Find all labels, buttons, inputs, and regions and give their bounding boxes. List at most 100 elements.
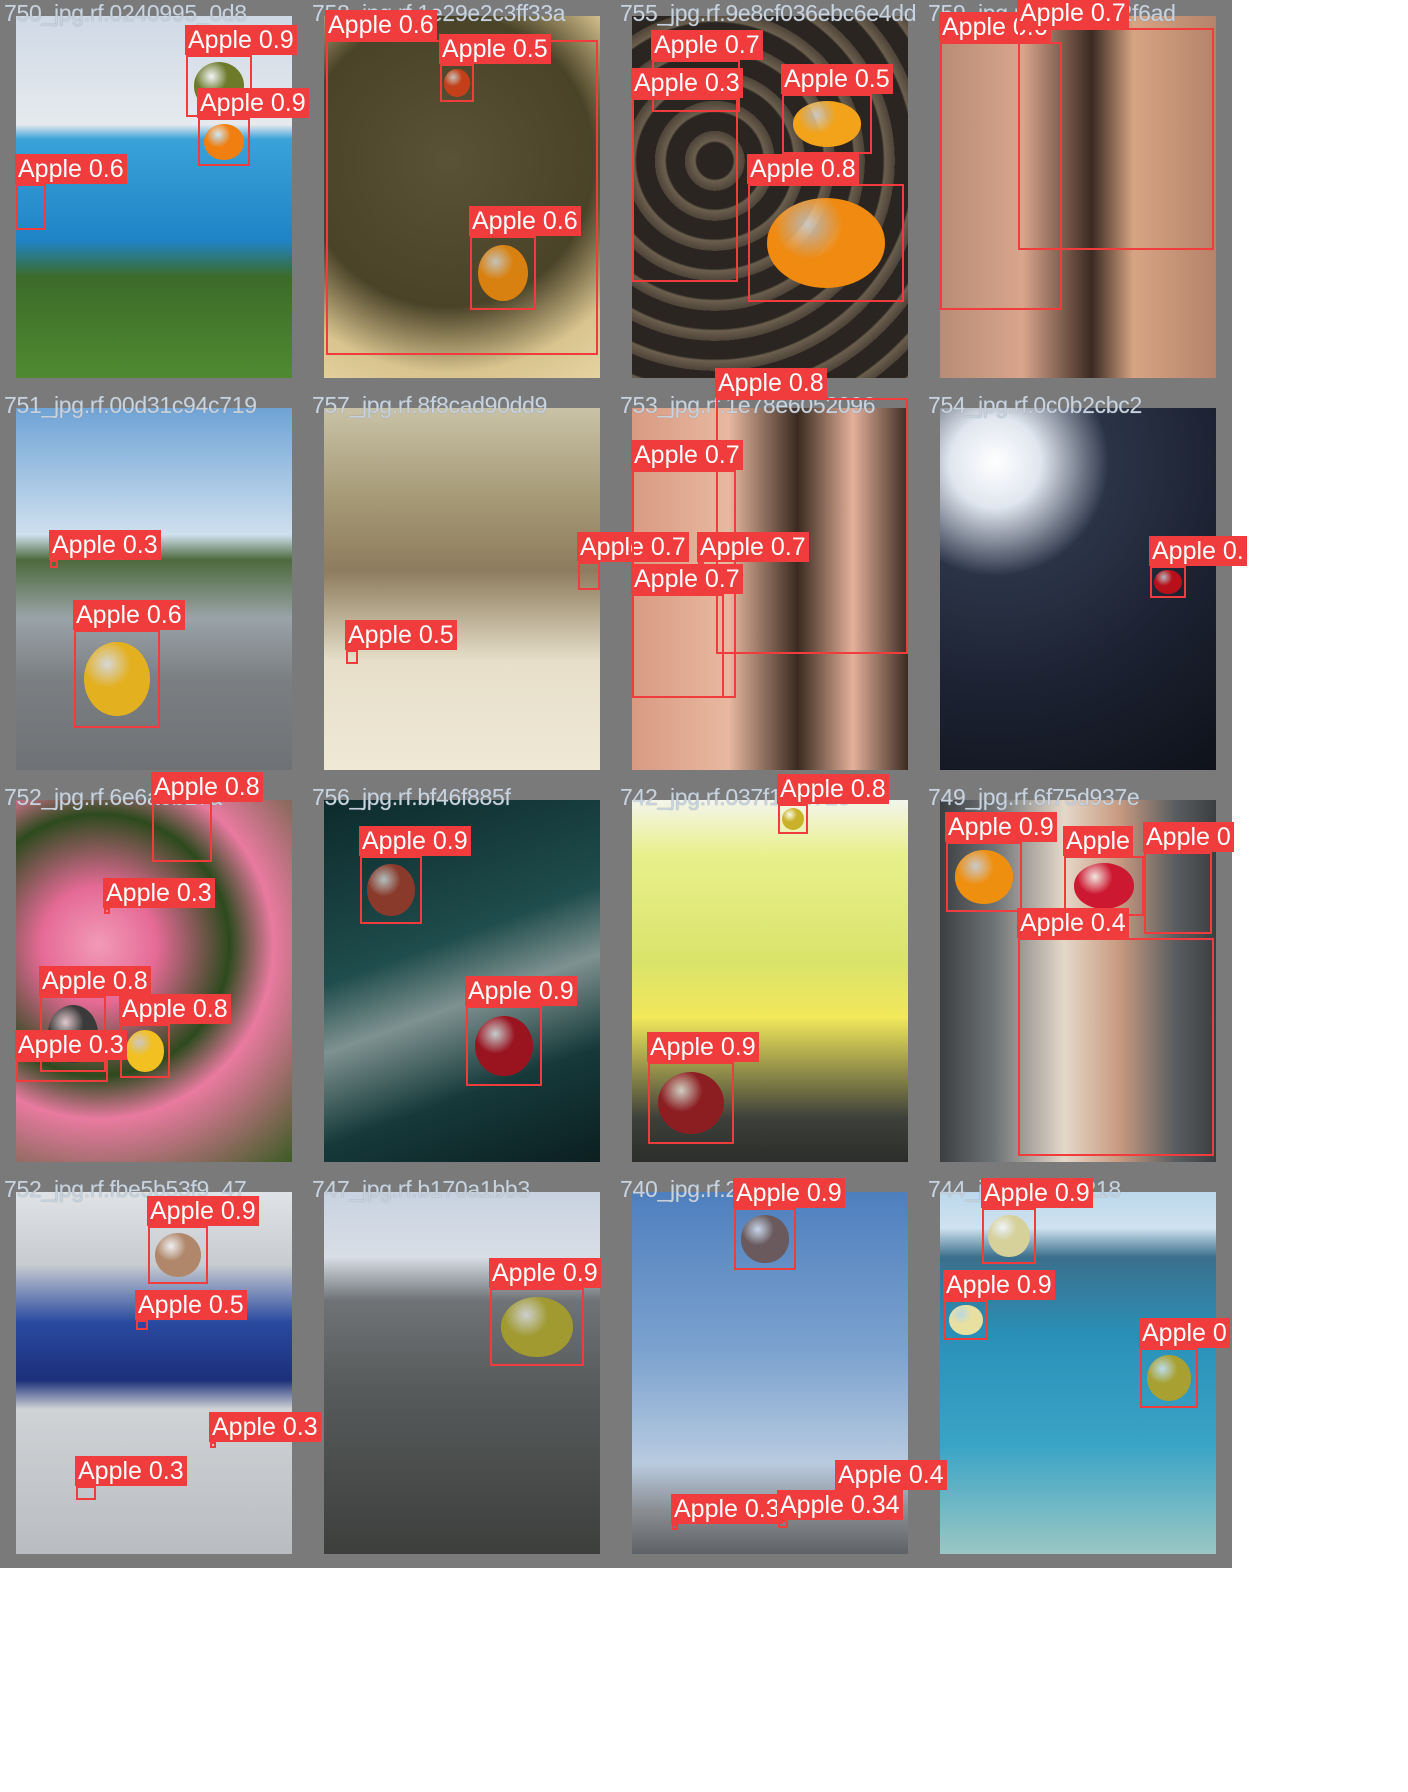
image-tile: 752_jpg.rf.fbe5b53f9_47 bbox=[0, 1176, 308, 1568]
tile-filename: 757_jpg.rf.8f8cad90dd9 bbox=[312, 392, 548, 418]
detected-object bbox=[475, 1015, 533, 1077]
detection-label: Apple 0.8 bbox=[151, 772, 263, 802]
detected-object bbox=[955, 850, 1013, 904]
detected-object bbox=[1154, 569, 1182, 595]
detection-label: Apple bbox=[1063, 826, 1133, 856]
detection-box bbox=[944, 1300, 988, 1340]
tile-photo bbox=[324, 1192, 600, 1554]
detection-label: Apple 0.34 bbox=[777, 1490, 903, 1520]
detection-box bbox=[648, 1062, 734, 1144]
detected-object bbox=[949, 1304, 983, 1336]
detected-object bbox=[204, 123, 244, 161]
detected-object bbox=[766, 198, 886, 288]
detection-box bbox=[152, 802, 212, 862]
detection-box bbox=[1140, 1348, 1198, 1408]
detection-label: Apple 0.6 bbox=[15, 154, 127, 184]
detection-label: Apple 0.7 bbox=[631, 440, 743, 470]
detection-label: Apple 0.3 bbox=[15, 1030, 127, 1060]
detection-box bbox=[632, 594, 724, 698]
tile-filename: 750_jpg.rf.0240995_0d8 bbox=[4, 0, 247, 26]
detection-box bbox=[578, 562, 600, 590]
detection-box bbox=[782, 94, 872, 154]
detection-label: Apple 0.9 bbox=[185, 25, 297, 55]
detected-object bbox=[501, 1297, 573, 1357]
detection-label: Apple 0.5 bbox=[135, 1290, 247, 1320]
detection-box bbox=[748, 184, 904, 302]
detected-object bbox=[155, 1232, 201, 1278]
tile-filename: 747_jpg.rf.b170a1bb3 bbox=[312, 1176, 530, 1202]
tile-filename: 755_jpg.rf.9e8cf036ebc6e4dd bbox=[620, 0, 917, 26]
detected-object bbox=[741, 1215, 789, 1263]
detection-label: Apple 0.8 bbox=[119, 994, 231, 1024]
detection-label: Apple 0.9 bbox=[197, 88, 309, 118]
tile-filename: 751_jpg.rf.00d31c94c719 bbox=[4, 392, 257, 418]
detection-box bbox=[940, 42, 1062, 310]
detection-label: Apple 0.9 bbox=[981, 1178, 1093, 1208]
detection-label: Apple 0.9 bbox=[647, 1032, 759, 1062]
image-tile: 749_jpg.rf.6f75d937e bbox=[924, 784, 1232, 1176]
detection-grid: 750_jpg.rf.0240995_0d8 758_jpg.rf.1e29e2c… bbox=[0, 0, 1247, 1568]
detection-box bbox=[1150, 566, 1186, 598]
detection-box bbox=[198, 118, 250, 166]
detection-label: Apple 0.3 bbox=[631, 68, 743, 98]
detection-label: Apple 0.5 bbox=[345, 620, 457, 650]
detection-box bbox=[50, 560, 58, 568]
detection-label: Apple 0.9 bbox=[945, 812, 1057, 842]
image-tile: 751_jpg.rf.00d31c94c719 bbox=[0, 392, 308, 784]
image-tile: 757_jpg.rf.8f8cad90dd9 bbox=[308, 392, 616, 784]
detection-box bbox=[1018, 938, 1214, 1156]
detection-box bbox=[778, 804, 808, 834]
tile-photo bbox=[324, 408, 600, 770]
detection-box bbox=[136, 1320, 148, 1330]
detection-label: Apple 0.5 bbox=[439, 34, 551, 64]
detection-box bbox=[982, 1208, 1036, 1264]
detection-box bbox=[360, 856, 422, 924]
detection-label: Apple 0.6 bbox=[73, 600, 185, 630]
detection-label: Apple 0.3 bbox=[103, 878, 215, 908]
detection-label: Apple 0.4 bbox=[835, 1460, 947, 1490]
detection-box bbox=[1064, 856, 1144, 916]
detected-object bbox=[477, 244, 529, 302]
detection-label: Apple 0.6 bbox=[469, 206, 581, 236]
detection-box bbox=[698, 562, 704, 568]
tile-filename: 749_jpg.rf.6f75d937e bbox=[928, 784, 1140, 810]
detection-box bbox=[1018, 28, 1214, 250]
image-tile: 750_jpg.rf.0240995_0d8 bbox=[0, 0, 308, 392]
detection-label: Apple 0.8 bbox=[747, 154, 859, 184]
tile-photo bbox=[940, 16, 1216, 378]
detection-label: Apple 0.9 bbox=[359, 826, 471, 856]
detection-box bbox=[16, 1060, 108, 1082]
image-tile: 755_jpg.rf.9e8cf036ebc6e4dd bbox=[616, 0, 924, 392]
detection-label: Apple 0.6 bbox=[325, 10, 437, 40]
detection-label: Apple 0.8 bbox=[715, 368, 827, 398]
detected-object bbox=[988, 1214, 1030, 1258]
detected-object bbox=[444, 68, 470, 98]
detected-object bbox=[781, 807, 805, 831]
detection-label: Apple 0 bbox=[1143, 822, 1234, 852]
detection-label: Apple 0.5 bbox=[781, 64, 893, 94]
detection-label: Apple 0. bbox=[1149, 536, 1247, 566]
detection-label: Apple 0.8 bbox=[777, 774, 889, 804]
detection-box bbox=[210, 1442, 216, 1448]
image-tile: 747_jpg.rf.b170a1bb3 bbox=[308, 1176, 616, 1568]
detection-box bbox=[716, 398, 908, 654]
tile-photo bbox=[16, 408, 292, 770]
detection-label: Apple 0.4 bbox=[1017, 908, 1129, 938]
detected-object bbox=[658, 1071, 724, 1135]
detection-box bbox=[466, 1006, 542, 1086]
detection-label: Apple 0 bbox=[1139, 1318, 1230, 1348]
detected-object bbox=[84, 641, 150, 717]
detected-object bbox=[792, 101, 862, 147]
detected-object bbox=[126, 1030, 164, 1072]
detection-label: Apple 0.7 bbox=[697, 532, 809, 562]
detection-box bbox=[778, 1520, 788, 1528]
detected-object bbox=[1073, 863, 1135, 909]
detection-label: Apple 0.9 bbox=[465, 976, 577, 1006]
detection-box bbox=[440, 64, 474, 102]
detection-box bbox=[490, 1288, 584, 1366]
detection-box bbox=[470, 236, 536, 310]
tile-photo bbox=[16, 16, 292, 378]
detection-label: Apple 0.7 bbox=[631, 564, 743, 594]
detected-object bbox=[367, 864, 415, 916]
detection-box bbox=[104, 908, 110, 914]
